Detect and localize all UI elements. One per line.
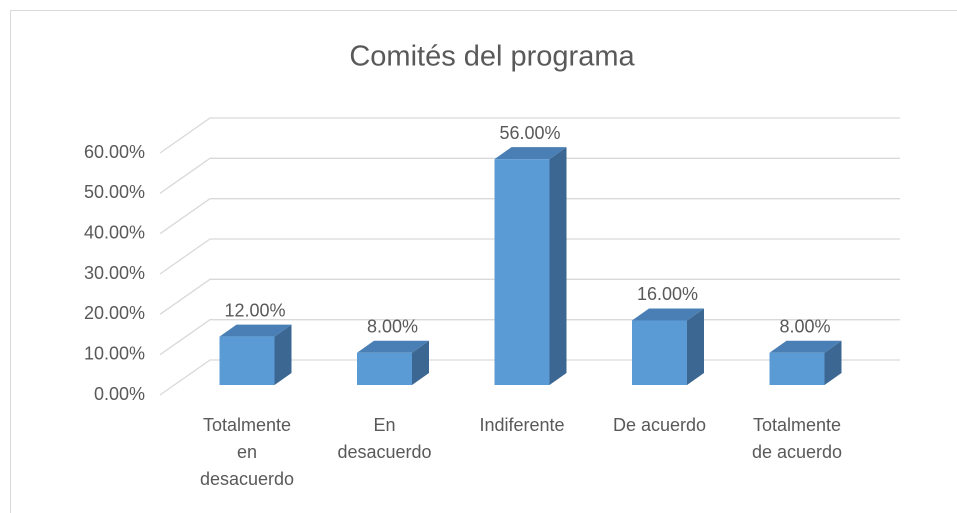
bar-front [219, 336, 275, 385]
bar-front [769, 352, 825, 385]
bar-front [632, 320, 687, 385]
x-tick-label: Totalmente de acuerdo [751, 415, 843, 462]
y-tick-label: 50.00% [84, 182, 145, 202]
bar-top [219, 324, 292, 337]
y-tick-label: 20.00% [84, 303, 145, 323]
bar-top [769, 340, 842, 353]
grid-line [159, 117, 900, 154]
chart-title: Comités del programa [349, 41, 635, 73]
y-tick-label: 40.00% [84, 222, 145, 242]
x-tick-label: De acuerdo [612, 415, 707, 435]
bar-front [357, 352, 412, 385]
bar-top [494, 147, 567, 160]
data-label: 12.00% [224, 300, 285, 320]
bar-side [824, 340, 842, 385]
grid-line [159, 278, 900, 315]
bar-top [357, 340, 429, 353]
grid-line [159, 157, 900, 194]
x-tick-label: Indiferente [479, 415, 565, 435]
data-label: 56.00% [499, 123, 560, 143]
y-tick-label: 0.00% [94, 384, 145, 404]
data-label: 8.00% [367, 316, 418, 336]
data-label: 16.00% [637, 284, 698, 304]
grid-line [159, 198, 900, 235]
bar-side [274, 324, 292, 385]
bar-front [494, 159, 550, 385]
bar-side [687, 308, 704, 385]
grid-line [159, 238, 900, 275]
y-tick-label: 10.00% [84, 343, 145, 363]
y-tick-label: 30.00% [84, 263, 145, 283]
data-label: 8.00% [779, 316, 830, 336]
bar-side [549, 147, 567, 385]
x-tick-label: En desacuerdo [337, 415, 432, 462]
bar-top [632, 308, 704, 321]
bar-side [412, 340, 429, 385]
x-tick-label: Totalmente en desacuerdo [199, 415, 295, 489]
y-tick-label: 60.00% [84, 142, 145, 162]
chart-frame [10, 10, 957, 513]
